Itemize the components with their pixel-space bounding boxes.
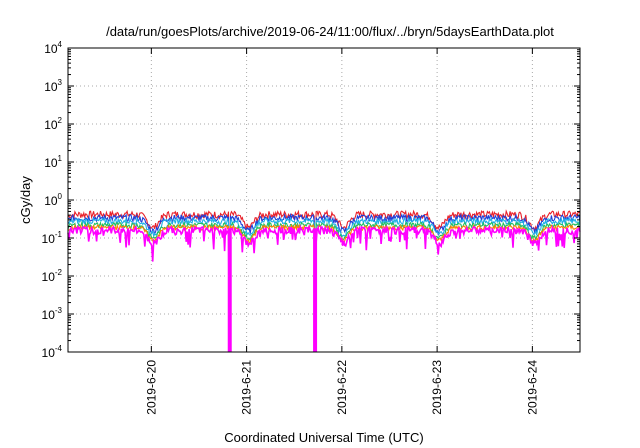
series-line-2 [67,212,581,353]
y-tick-label: 101 [44,154,62,170]
x-axis-ticks: 2019-6-20 2019-6-21 2019-6-22 2019-6-23 2019… [144,48,539,415]
x-tick-label: 2019-6-23 [430,360,444,415]
series-lines [67,209,581,353]
x-tick-label: 2019-6-24 [525,360,539,415]
y-tick-label: 104 [44,40,62,56]
chart-title: /data/run/goesPlots/archive/2019-06-24/1… [106,24,554,39]
y-tick-label: 10-2 [42,268,63,284]
y-tick-label: 102 [44,116,62,132]
dropout-spike [313,228,318,352]
y-axis-label: cGy/day [18,176,33,224]
x-tick-label: 2019-6-22 [335,360,349,415]
y-axis-ticks: 10-4 10-3 10-2 10-1 100 101 102 103 104 [42,40,580,360]
y-tick-label: 10-3 [42,306,63,322]
series-line-6 [67,223,581,353]
y-tick-label: 100 [44,192,62,208]
y-tick-label: 10-1 [42,230,63,246]
x-tick-label: 2019-6-20 [144,360,158,415]
grid-lines [68,48,580,352]
x-axis-label: Coordinated Universal Time (UTC) [224,430,423,445]
x-tick-label: 2019-6-21 [240,360,254,415]
series-line-3 [67,216,581,353]
y-tick-label: 10-4 [42,344,63,360]
y-tick-label: 103 [44,78,62,94]
dropout-spike [227,228,232,352]
